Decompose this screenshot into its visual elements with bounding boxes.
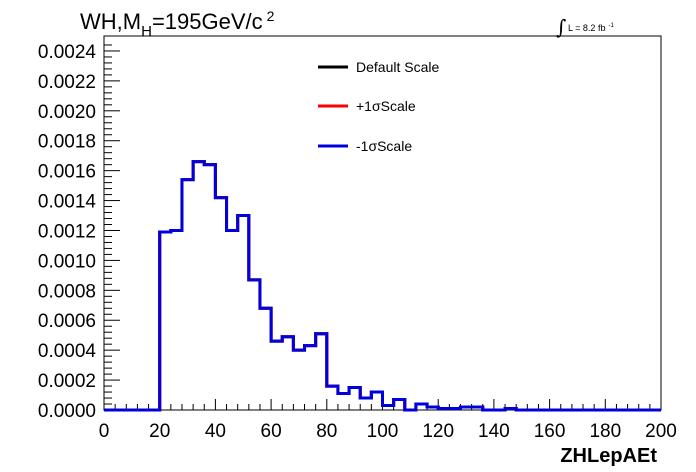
y-tick-label: 0.0008 [38,281,96,302]
y-tick-label: 0.0000 [38,401,96,422]
y-tick-label: 0.0016 [38,162,96,183]
chart-title: WH,MH=195GeV/c 2 [80,8,275,40]
lumi-integral: ∫ [556,15,566,39]
y-tick-label: 0.0006 [38,311,96,332]
x-tick-label: 140 [478,421,510,442]
y-tick-label: 0.0002 [38,371,96,392]
lumi-label: L = 8.2 fb -1 [568,23,614,33]
series-line-2 [104,160,661,412]
x-tick-label: 20 [149,421,170,442]
y-axis: 0.0000 0.0002 0.0004 0.0006 0.0008 0.0010 0.00… [38,42,120,422]
legend-label-minus: -1σScale [356,138,412,154]
y-tick-label: 0.0010 [38,251,96,272]
legend: Default Scale +1σScale -1σScale [318,59,439,154]
x-tick-label: 100 [367,421,399,442]
y-tick-label: 0.0024 [38,42,97,63]
series-layer [104,160,661,412]
y-tick-label: 0.0018 [38,132,96,153]
x-tick-label: 160 [534,421,566,442]
x-tick-label: 180 [589,421,621,442]
x-tick-label: 40 [205,421,226,442]
y-tick-label: 0.0012 [38,221,96,242]
x-tick-label: 200 [645,421,677,442]
series-line-0 [104,160,661,412]
legend-label-plus: +1σScale [356,98,416,114]
x-tick-label: 80 [316,421,337,442]
y-tick-label: 0.0014 [38,192,97,213]
y-tick-label: 0.0022 [38,72,96,93]
legend-label-default: Default Scale [356,59,439,75]
x-tick-label: 120 [422,421,454,442]
x-axis-title: ZHLepAEt [560,445,657,467]
plot-frame [103,35,662,411]
x-tick-label: 60 [261,421,282,442]
series-line-1 [104,160,661,412]
y-tick-label: 0.0020 [38,102,96,123]
y-tick-label: 0.0004 [38,341,97,362]
x-tick-label: 0 [99,421,110,442]
